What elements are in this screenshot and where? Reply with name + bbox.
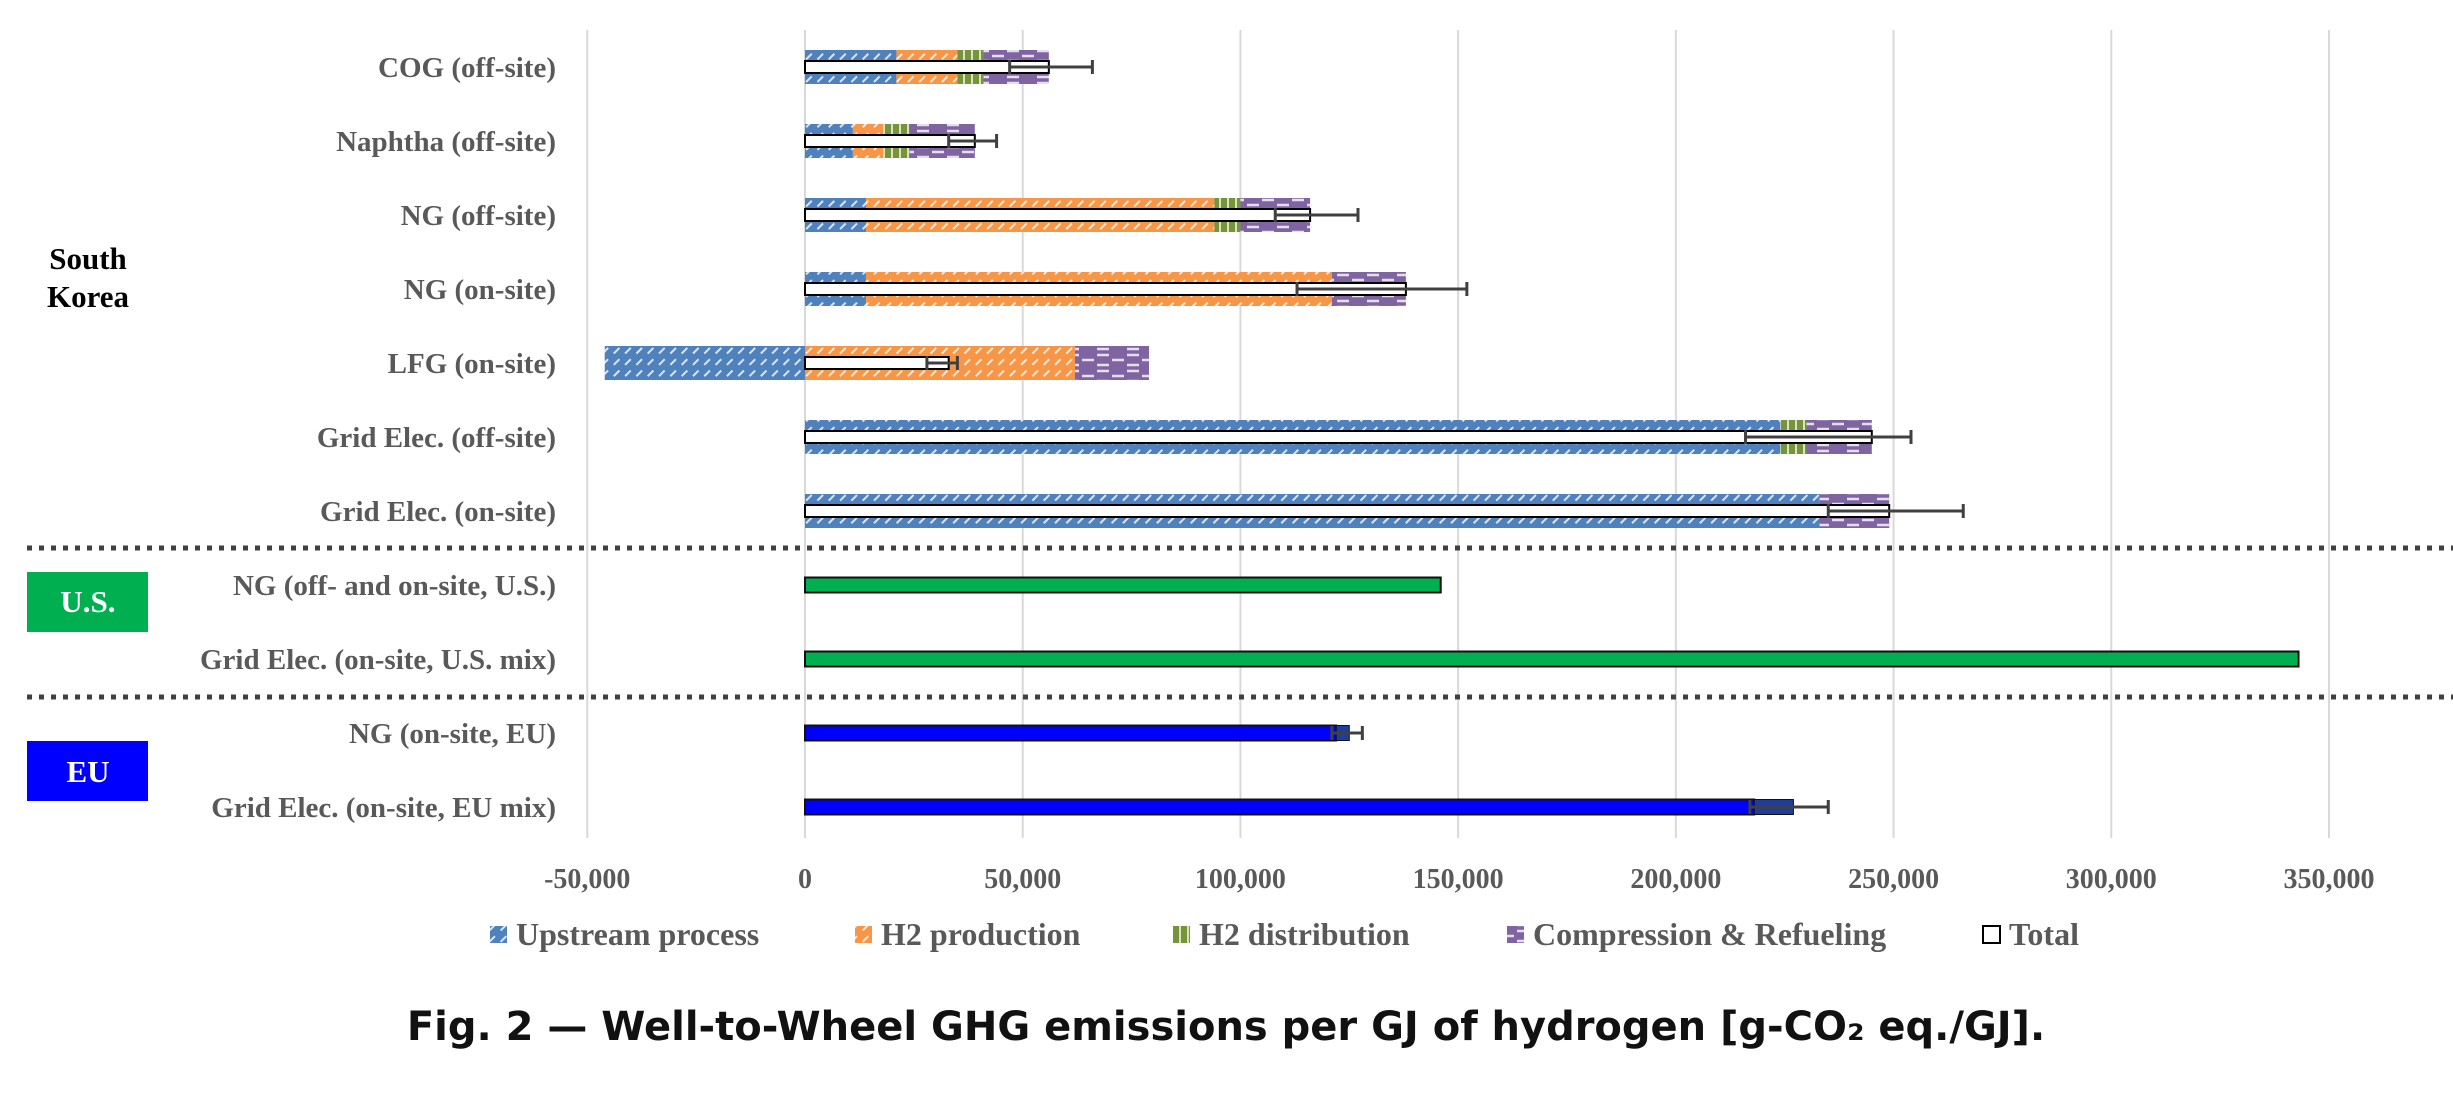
bar [804, 724, 1338, 742]
x-tick-label: 100,000 [1195, 864, 1286, 895]
legend-swatch [1507, 926, 1524, 943]
x-tick-label: 350,000 [2284, 864, 2375, 895]
legend-label: Upstream process [516, 916, 759, 952]
x-axis-tick-labels: -50,000 0 50,000 100,000 150,000 200,000 250,0… [544, 864, 2374, 895]
bar [804, 650, 2300, 668]
category-labels: COG (off-site) Naphtha (off-site) NG (off-… [200, 52, 556, 824]
category-label: NG (off- and on-site, U.S.) [233, 570, 556, 602]
category-label: LFG (on-site) [388, 348, 556, 380]
bars [604, 50, 2300, 816]
bar [804, 576, 1442, 594]
legend-label: H2 production [881, 916, 1081, 952]
category-label: COG (off-site) [378, 52, 556, 84]
figure-caption: Fig. 2 — Well-to-Wheel GHG emissions per… [407, 1004, 2045, 1050]
legend-label: Total [2009, 916, 2079, 952]
bar-segment-comp [1074, 346, 1149, 380]
legend-label: H2 distribution [1199, 916, 1410, 952]
x-tick-label: 50,000 [984, 864, 1061, 895]
region-box [27, 741, 148, 801]
category-label: Grid Elec. (on-site, U.S. mix) [200, 644, 556, 676]
category-label: Grid Elec. (on-site, EU mix) [211, 792, 556, 824]
category-label: NG (on-site) [404, 274, 556, 306]
x-tick-label: 200,000 [1630, 864, 1721, 895]
bar-segment-upstream [604, 346, 805, 380]
total-bar [804, 208, 1312, 222]
region-label: Korea [47, 279, 130, 314]
legend-swatch [490, 926, 507, 943]
x-tick-label: 250,000 [1848, 864, 1939, 895]
x-tick-label: 0 [798, 864, 812, 895]
legend-item-h2prod: H2 production [855, 916, 1081, 952]
legend-swatch [855, 926, 872, 943]
x-tick-label: -50,000 [544, 864, 630, 895]
total-bar [804, 504, 1891, 518]
legend-item-comp: Compression & Refueling [1507, 916, 1886, 952]
caption: Fig. 2 — Well-to-Wheel GHG emissions per… [407, 1004, 2045, 1050]
legend: Upstream process H2 production H2 distribu… [490, 916, 2079, 952]
x-tick-label: 150,000 [1413, 864, 1504, 895]
category-label: Naphtha (off-site) [336, 126, 556, 158]
total-bar [804, 430, 1873, 444]
x-tick-label: 300,000 [2066, 864, 2157, 895]
legend-item-upstream: Upstream process [490, 916, 759, 952]
region-label: U.S. [60, 584, 115, 619]
legend-item-h2dist: H2 distribution [1173, 916, 1410, 952]
region-label: EU [66, 754, 109, 789]
category-label: NG (on-site, EU) [349, 718, 556, 750]
legend-item-total: Total [1982, 916, 2079, 952]
category-label: NG (off-site) [401, 200, 556, 232]
legend-label: Compression & Refueling [1533, 916, 1886, 952]
legend-swatch [1173, 926, 1190, 943]
region-box [27, 572, 148, 632]
legend-swatch [1982, 925, 2001, 944]
category-label: Grid Elec. (on-site) [320, 496, 556, 528]
region-label: South [49, 241, 127, 276]
bar [804, 798, 1756, 816]
category-label: Grid Elec. (off-site) [317, 422, 556, 454]
